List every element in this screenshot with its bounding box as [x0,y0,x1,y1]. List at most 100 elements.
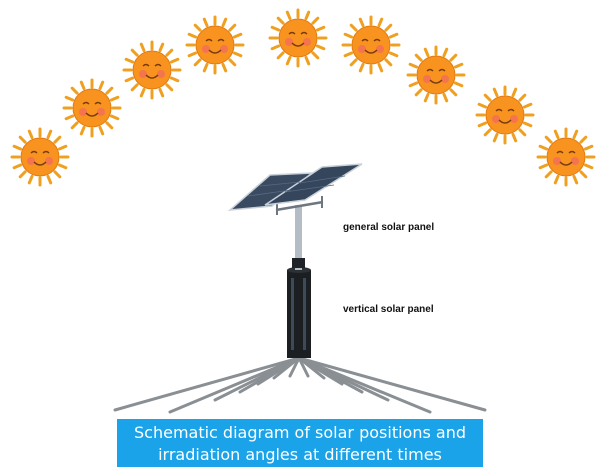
sun-ray [228,58,237,67]
sun-ray [384,23,393,32]
sun-ray [130,48,139,57]
sun-ray [187,51,198,58]
sun-ray [483,93,492,102]
sun-ray [414,53,423,62]
sun-cheek [553,157,561,165]
sun-ray [139,42,146,53]
ground-ray [297,356,432,414]
ground-ray [288,356,301,378]
sun-cheek [220,45,228,53]
sun-smile [429,79,443,84]
sun-cheek [285,38,293,46]
smiling-sun-icon [62,78,122,138]
sun-ray [109,114,120,121]
sun-ray [27,174,34,185]
sun-ray [130,83,139,92]
smiling-sun-icon [406,45,466,105]
sun-ray [377,62,384,73]
sun-eye [300,31,308,35]
sun-ray [169,76,180,83]
sun-ray [98,80,105,91]
sun-ray [285,55,292,66]
sun-ray [304,55,311,66]
sun-ray [477,121,488,128]
sun-ray [492,132,499,143]
sun-cheek [441,75,449,83]
sun-ray [572,129,579,140]
column [287,267,311,358]
sun-ray [46,129,53,140]
sun-ray [285,10,292,21]
sun-face [485,95,525,135]
panel-cell-line [299,175,346,184]
sun-ray [18,170,27,179]
sun-ray [139,87,146,98]
sun-cheek [423,75,431,83]
sun-ray [388,32,399,39]
sun-ray [311,51,320,60]
smiling-sun-icon [475,85,535,145]
sun-eye [154,63,162,67]
sun-ray [158,87,165,98]
sun-ray [27,129,34,140]
sun-cheek [45,157,53,165]
sun-ray [453,81,464,88]
sun-eye [556,150,564,154]
vertical-solar-column [287,270,311,358]
sun-ray [12,163,23,170]
caption-line-1: Schematic diagram of solar positions and [134,423,466,442]
sun-ray [12,144,23,151]
panel-cell-line [284,184,335,193]
caption-line-2: irradiation angles at different times [158,445,442,464]
pole [295,205,302,270]
general-solar-panel-label: general solar panel [343,222,435,233]
sun-ray [165,48,174,57]
sun-ray [414,88,423,97]
sun-ray [384,58,393,67]
sun-ray [109,95,120,102]
sun-smile [364,49,378,54]
panel-bracket [275,200,324,212]
sun-eye [82,101,90,105]
sun-eye [288,31,296,35]
sun-eye [217,38,225,42]
sun-face [20,137,60,177]
sun-smile [145,74,159,79]
sun-ray [53,135,62,144]
sun-ray [18,135,27,144]
sun-eye [568,150,576,154]
sun-smile [33,161,47,166]
panel-cell-line [259,181,301,187]
column-edge-right [303,278,306,350]
sun-ray [124,57,135,64]
sun-face [195,25,235,65]
sun-cheek [139,70,147,78]
sun-ray [311,16,320,25]
sun-ray [442,92,449,103]
panel-cell-line [247,189,292,197]
sun-ray [221,17,228,28]
sun-ray [538,144,549,151]
pole-clamp [292,258,305,268]
ground-ray [113,356,301,412]
pole-assembly [275,196,324,270]
sun-ray [572,174,579,185]
general-solar-panels [227,163,363,211]
sun-cheek [97,108,105,116]
sun-ray [124,76,135,83]
sun-ray [193,23,202,32]
smiling-sun-icon [185,15,245,75]
vertical-solar-panel-label: vertical solar panel [343,304,434,315]
sun-ray [553,174,560,185]
sun-ray [408,62,419,69]
sun-ray [70,121,79,130]
sun-ray [70,86,79,95]
sun-smile [559,161,573,166]
sun-cheek [358,45,366,53]
sun-ray [202,17,209,28]
sun-ray [522,102,533,109]
sun-ray [105,86,114,95]
sun-ray [358,62,365,73]
sun-ray [64,114,75,121]
